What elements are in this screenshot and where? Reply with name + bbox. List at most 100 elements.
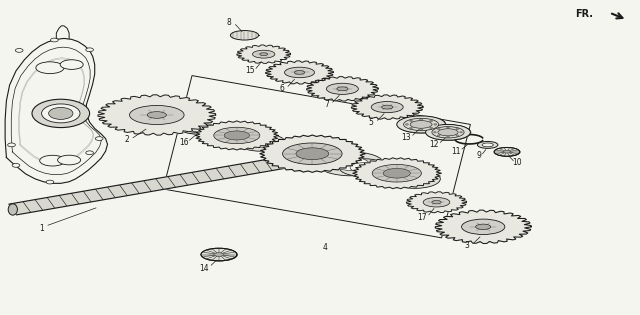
Ellipse shape	[397, 116, 446, 133]
Ellipse shape	[294, 71, 305, 74]
Ellipse shape	[189, 125, 208, 132]
Polygon shape	[435, 210, 531, 243]
Ellipse shape	[432, 127, 464, 138]
Ellipse shape	[357, 97, 419, 118]
Polygon shape	[98, 95, 216, 135]
Ellipse shape	[477, 141, 498, 148]
Ellipse shape	[60, 60, 83, 69]
Polygon shape	[5, 38, 108, 183]
Ellipse shape	[214, 253, 224, 256]
Ellipse shape	[147, 112, 166, 118]
Ellipse shape	[397, 116, 445, 133]
Ellipse shape	[32, 99, 90, 128]
Ellipse shape	[383, 169, 410, 178]
Ellipse shape	[337, 87, 348, 91]
Circle shape	[51, 38, 58, 42]
Ellipse shape	[40, 155, 65, 166]
Ellipse shape	[36, 62, 64, 74]
Text: 11: 11	[451, 147, 460, 156]
Ellipse shape	[224, 131, 250, 140]
Text: 8: 8	[227, 18, 232, 26]
Circle shape	[437, 135, 440, 136]
Circle shape	[429, 127, 433, 129]
Ellipse shape	[432, 201, 441, 204]
Ellipse shape	[248, 138, 275, 147]
Ellipse shape	[372, 164, 421, 182]
Ellipse shape	[104, 97, 209, 133]
Circle shape	[15, 49, 23, 52]
Text: 16: 16	[179, 138, 189, 147]
Ellipse shape	[180, 123, 216, 134]
Polygon shape	[260, 135, 365, 172]
Ellipse shape	[201, 123, 275, 149]
Ellipse shape	[317, 152, 384, 176]
Ellipse shape	[105, 97, 210, 134]
Ellipse shape	[42, 104, 80, 123]
Text: 4: 4	[323, 243, 328, 252]
Ellipse shape	[426, 124, 470, 140]
Ellipse shape	[241, 46, 286, 62]
Ellipse shape	[350, 163, 377, 172]
Circle shape	[437, 129, 440, 130]
Ellipse shape	[237, 134, 285, 151]
Circle shape	[433, 132, 436, 133]
Ellipse shape	[290, 155, 299, 166]
Ellipse shape	[283, 143, 342, 164]
Ellipse shape	[410, 121, 432, 128]
Ellipse shape	[404, 118, 438, 130]
Ellipse shape	[461, 219, 505, 234]
Ellipse shape	[389, 169, 440, 188]
Text: 6: 6	[279, 84, 284, 93]
Ellipse shape	[266, 137, 362, 171]
Circle shape	[447, 127, 449, 129]
Text: 13: 13	[401, 133, 412, 142]
Circle shape	[8, 143, 15, 147]
Polygon shape	[353, 158, 441, 189]
Ellipse shape	[339, 159, 388, 176]
Ellipse shape	[202, 249, 237, 261]
Ellipse shape	[358, 159, 438, 188]
Ellipse shape	[401, 174, 429, 184]
Text: 5: 5	[369, 118, 374, 127]
Text: 3: 3	[465, 241, 470, 250]
Ellipse shape	[230, 31, 259, 40]
Circle shape	[456, 129, 459, 130]
Text: 17: 17	[417, 213, 428, 222]
Ellipse shape	[442, 212, 525, 242]
Polygon shape	[195, 121, 278, 150]
Ellipse shape	[495, 148, 520, 157]
Ellipse shape	[411, 193, 462, 211]
Text: 15: 15	[244, 66, 255, 75]
Ellipse shape	[494, 147, 520, 156]
Circle shape	[86, 48, 93, 52]
Ellipse shape	[423, 198, 450, 207]
Circle shape	[86, 151, 93, 155]
Ellipse shape	[312, 78, 373, 100]
Ellipse shape	[312, 78, 374, 100]
Circle shape	[410, 127, 413, 129]
Circle shape	[12, 163, 20, 167]
Ellipse shape	[356, 96, 418, 118]
Text: 14: 14	[198, 264, 209, 273]
Ellipse shape	[271, 62, 328, 83]
Circle shape	[456, 135, 459, 136]
Ellipse shape	[357, 159, 436, 187]
Ellipse shape	[201, 248, 237, 261]
FancyArrowPatch shape	[612, 13, 623, 18]
Text: 1: 1	[39, 224, 44, 233]
Ellipse shape	[482, 143, 493, 147]
Ellipse shape	[503, 151, 511, 153]
Ellipse shape	[438, 129, 458, 136]
Ellipse shape	[214, 127, 260, 144]
Polygon shape	[266, 61, 333, 84]
Ellipse shape	[264, 136, 360, 171]
Circle shape	[447, 136, 449, 138]
Ellipse shape	[285, 67, 314, 78]
Circle shape	[46, 180, 54, 184]
Ellipse shape	[426, 125, 471, 140]
Polygon shape	[230, 35, 260, 36]
Circle shape	[434, 124, 437, 125]
Polygon shape	[307, 77, 378, 101]
Ellipse shape	[200, 122, 274, 149]
Polygon shape	[406, 192, 467, 213]
